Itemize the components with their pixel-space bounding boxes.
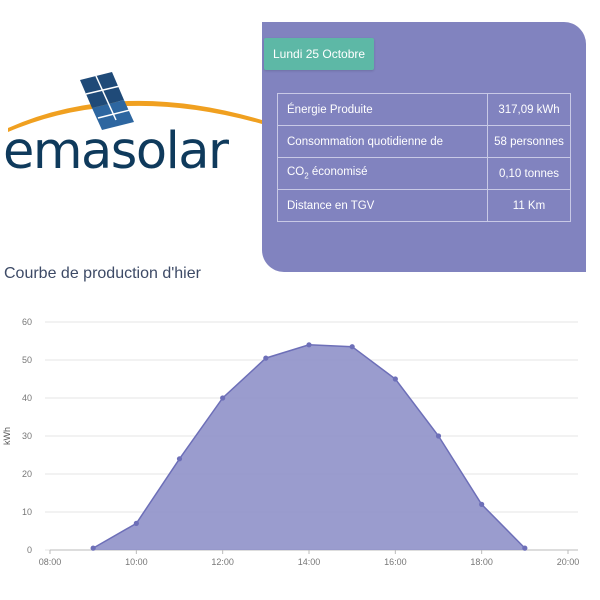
table-row: Consommation quotidienne de 58 personnes [277,125,571,158]
stat-value: 58 personnes [487,125,571,158]
data-point [435,433,442,439]
stat-label: Consommation quotidienne de [277,125,488,158]
data-point [263,355,269,361]
production-chart: 0 10 20 30 40 50 60 08:00 10:00 12:00 14:00 16:00 18… [2,317,580,567]
y-tick-label: 50 [22,355,32,365]
solar-panel-logo-icon [8,72,262,132]
y-axis-label: kWh [2,427,12,445]
table-row: Distance en TGV 11 Km [277,189,571,222]
data-point [306,342,312,348]
data-point [349,344,355,350]
x-tick-label: 12:00 [211,557,234,567]
x-tick-label: 16:00 [384,557,407,567]
info-panel: Lundi 25 Octobre Énergie Produite 317,09… [262,22,586,272]
y-tick-label: 30 [22,431,32,441]
x-tick-label: 08:00 [39,557,62,567]
co2-rest-text: économisé [308,166,368,179]
series-area [93,344,525,550]
x-tick-label: 10:00 [125,557,148,567]
stat-value: 0,10 tonnes [487,157,571,190]
co2-text: CO [287,166,305,179]
x-tick-label: 20:00 [557,557,580,567]
date-badge: Lundi 25 Octobre [264,38,375,70]
data-point [220,395,226,401]
x-tick-label: 18:00 [470,557,493,567]
table-row: Énergie Produite 317,09 kWh [277,93,571,126]
data-point [133,520,139,526]
y-tick-label: 10 [22,507,32,517]
data-point [479,501,485,507]
y-tick-label: 0 [27,545,32,555]
logo-text: emasolar [3,122,229,181]
data-point [176,456,183,462]
co2-subscript: 2 [304,171,309,181]
stats-table: Énergie Produite 317,09 kWh Consommation… [277,93,571,222]
stat-label: Distance en TGV [277,189,488,222]
y-tick-label: 20 [22,469,32,479]
y-tick-label: 40 [22,393,32,403]
table-row: CO2 économisé 0,10 tonnes [277,157,571,190]
chart-title: Courbe de production d'hier [4,265,201,282]
x-tick-label: 14:00 [298,557,321,567]
y-tick-label: 60 [22,317,32,327]
data-point [522,545,528,551]
stat-label: Énergie Produite [277,93,488,126]
emasolar-logo: emasolar [0,70,262,190]
stat-value: 11 Km [487,189,571,222]
data-point [392,376,398,382]
stat-value: 317,09 kWh [487,93,571,126]
stat-label: CO2 économisé [277,157,488,190]
data-point [90,545,96,551]
